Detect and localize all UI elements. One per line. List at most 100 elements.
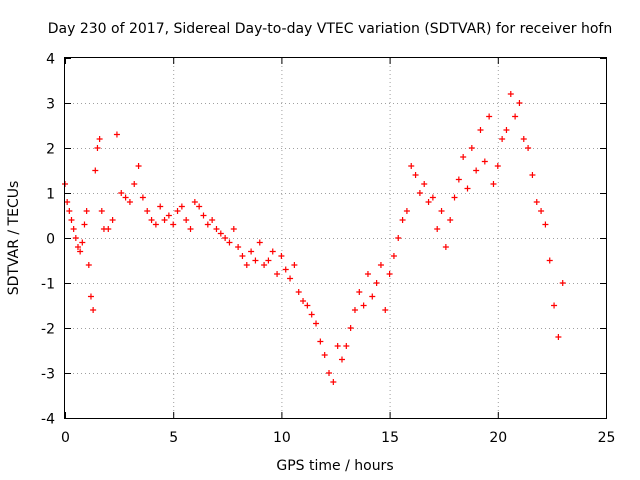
data-point bbox=[464, 185, 471, 192]
data-point bbox=[178, 203, 185, 210]
data-point bbox=[520, 136, 527, 142]
data-point bbox=[421, 181, 428, 187]
data-point bbox=[343, 343, 350, 349]
data-point bbox=[364, 271, 371, 277]
data-point bbox=[278, 253, 285, 259]
data-point bbox=[135, 163, 142, 169]
data-point bbox=[399, 217, 406, 223]
plot-frame bbox=[64, 57, 607, 419]
data-point bbox=[248, 248, 255, 255]
data-point bbox=[265, 257, 272, 264]
data-point bbox=[460, 154, 467, 160]
data-point bbox=[200, 212, 207, 219]
data-point bbox=[377, 262, 384, 268]
data-point bbox=[118, 190, 125, 196]
data-point bbox=[438, 208, 445, 214]
data-point bbox=[79, 239, 86, 246]
data-point bbox=[468, 145, 475, 151]
data-point bbox=[390, 253, 397, 259]
data-point bbox=[486, 113, 493, 120]
data-point bbox=[109, 217, 116, 223]
y-tick-label: 2 bbox=[46, 142, 55, 158]
data-point bbox=[369, 293, 376, 300]
data-point bbox=[191, 199, 198, 205]
data-point bbox=[455, 176, 462, 183]
data-point bbox=[213, 226, 220, 232]
data-point bbox=[317, 338, 324, 345]
data-point bbox=[170, 221, 177, 228]
data-point bbox=[525, 145, 532, 151]
data-point bbox=[94, 145, 101, 151]
data-point bbox=[473, 167, 480, 174]
data-point bbox=[252, 257, 259, 264]
data-point bbox=[494, 163, 501, 169]
data-point bbox=[72, 235, 79, 241]
data-point bbox=[113, 131, 120, 138]
data-point bbox=[512, 113, 519, 120]
data-point bbox=[559, 280, 566, 286]
data-point bbox=[68, 217, 75, 223]
y-tick-label: -2 bbox=[41, 322, 55, 338]
data-point bbox=[304, 302, 311, 309]
data-point bbox=[451, 194, 458, 201]
data-point bbox=[442, 244, 449, 250]
data-point bbox=[516, 100, 523, 106]
data-point bbox=[230, 226, 237, 232]
data-point bbox=[490, 181, 497, 187]
data-point bbox=[551, 302, 558, 309]
data-point bbox=[92, 167, 99, 174]
y-tick-label: 0 bbox=[46, 232, 55, 248]
data-point bbox=[373, 280, 380, 286]
data-point bbox=[217, 230, 224, 237]
data-point bbox=[81, 221, 88, 228]
data-point bbox=[347, 325, 354, 331]
data-point bbox=[330, 379, 337, 385]
grid-lines bbox=[65, 58, 606, 418]
data-point bbox=[85, 262, 92, 268]
data-point bbox=[408, 163, 415, 169]
data-point bbox=[382, 307, 389, 313]
data-point bbox=[434, 226, 441, 232]
data-point bbox=[122, 194, 129, 201]
data-point bbox=[529, 172, 536, 178]
data-point bbox=[546, 257, 553, 264]
data-point bbox=[499, 136, 506, 142]
data-point bbox=[477, 127, 484, 133]
data-point bbox=[287, 275, 294, 282]
data-point bbox=[222, 235, 229, 241]
data-point bbox=[261, 262, 268, 268]
data-point bbox=[429, 194, 436, 201]
data-point bbox=[542, 221, 549, 228]
data-point bbox=[313, 320, 320, 327]
data-point bbox=[507, 91, 514, 97]
x-tick-label: 5 bbox=[169, 430, 178, 446]
data-point bbox=[447, 217, 454, 223]
data-point bbox=[70, 226, 77, 232]
y-tick-label: 1 bbox=[46, 187, 55, 203]
data-point bbox=[74, 244, 81, 250]
data-point bbox=[481, 158, 488, 165]
data-point bbox=[351, 307, 358, 313]
data-point bbox=[356, 289, 363, 295]
data-point bbox=[256, 239, 263, 246]
data-point bbox=[152, 221, 159, 228]
data-point bbox=[187, 226, 194, 232]
data-point bbox=[334, 343, 341, 349]
data-point bbox=[291, 262, 298, 268]
data-point bbox=[77, 248, 84, 255]
data-point bbox=[386, 271, 393, 277]
data-point bbox=[83, 208, 90, 214]
data-point bbox=[395, 235, 402, 241]
x-tick-label: 0 bbox=[61, 430, 70, 446]
data-point bbox=[403, 208, 410, 214]
chart-title: Day 230 of 2017, Sidereal Day-to-day VTE… bbox=[48, 21, 612, 37]
y-axis-label: SDTVAR / TECUs bbox=[6, 181, 22, 296]
data-point bbox=[425, 199, 432, 205]
data-point bbox=[90, 307, 97, 313]
y-tick-label: -1 bbox=[41, 277, 55, 293]
data-point bbox=[165, 212, 172, 219]
data-point bbox=[412, 172, 419, 178]
data-point bbox=[416, 190, 423, 196]
x-axis-label: GPS time / hours bbox=[276, 458, 393, 474]
